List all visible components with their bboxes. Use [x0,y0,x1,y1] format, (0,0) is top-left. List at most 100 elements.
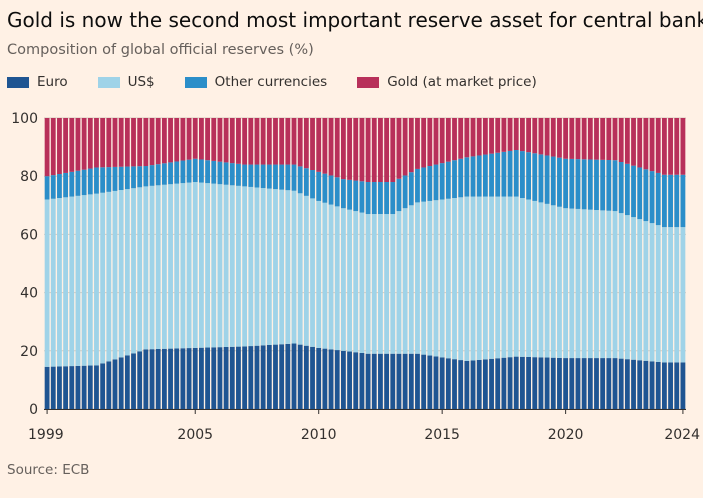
bar-gold-22 [180,118,186,161]
bar-euro-58 [402,353,408,409]
bar-other-45 [322,173,328,203]
bar-gold-7 [87,118,93,169]
bar-other-15 [137,166,143,188]
bar-euro-12 [118,357,124,409]
bar-other-50 [353,180,359,212]
bar-gold-42 [303,118,309,169]
source-note: Source: ECB [7,462,90,478]
bar-usd-8 [94,193,99,366]
bar-usd-81 [544,203,550,358]
bar-euro-83 [557,357,562,409]
bar-usd-61 [421,201,427,355]
bar-euro-43 [310,346,315,409]
bar-other-31 [236,163,241,186]
bar-usd-86 [575,208,581,359]
bar-other-64 [439,163,445,200]
bar-euro-35 [260,345,266,409]
bar-gold-39 [285,118,291,165]
bar-gold-59 [408,118,414,173]
bar-gold-86 [575,118,581,160]
bars [44,118,686,409]
bar-euro-47 [334,350,340,409]
bar-usd-96 [637,219,643,361]
bar-other-49 [347,179,352,210]
x-tick-label-2015: 2015 [424,427,460,443]
bar-usd-46 [328,204,334,350]
bar-other-98 [649,171,655,224]
bar-gold-73 [495,118,501,153]
bar-euro-26 [205,347,210,409]
bar-usd-11 [112,190,118,360]
bar-gold-17 [149,118,155,166]
bar-other-25 [199,159,204,183]
bar-gold-74 [501,118,507,152]
bar-usd-18 [155,185,161,349]
x-tick-label-1999: 1999 [28,427,64,443]
bar-other-36 [266,164,272,189]
bar-euro-61 [421,354,427,409]
bar-usd-37 [273,189,278,345]
bar-other-69 [470,156,476,197]
bar-other-61 [421,167,427,202]
bar-gold-9 [100,118,106,168]
bar-gold-79 [532,118,538,154]
bar-euro-101 [668,362,673,409]
bar-other-62 [427,166,433,201]
bar-euro-96 [637,360,643,409]
bar-usd-2 [57,198,62,367]
bar-euro-21 [174,348,180,409]
bar-other-55 [384,182,390,215]
bar-gold-81 [544,118,550,156]
bar-other-32 [242,164,248,187]
bar-usd-51 [359,212,365,353]
bar-other-99 [655,172,661,226]
bar-gold-43 [310,118,315,171]
bar-other-12 [118,166,124,191]
bar-other-82 [550,156,556,206]
bar-other-97 [643,169,649,222]
bar-other-18 [155,164,161,186]
bar-usd-55 [384,214,390,354]
bar-other-53 [371,182,377,215]
bar-usd-88 [587,209,593,359]
bar-other-29 [223,162,229,185]
bar-usd-62 [427,200,433,356]
bar-other-79 [532,153,538,201]
chart-title: Gold is now the second most important re… [7,8,703,32]
bar-usd-77 [520,198,525,357]
bar-other-28 [217,161,223,185]
y-tick-label-40: 40 [20,286,38,302]
bar-usd-73 [495,196,501,359]
bar-usd-85 [569,208,575,359]
bar-euro-29 [223,346,229,409]
bar-usd-35 [260,188,266,346]
bar-other-92 [612,160,618,212]
bar-gold-84 [563,118,569,159]
bar-gold-56 [390,118,396,183]
bar-other-33 [248,164,254,187]
legend-label-euro: Euro [37,74,68,90]
bar-usd-29 [223,184,229,347]
bar-gold-46 [328,118,334,176]
bar-usd-34 [254,187,260,346]
bar-usd-13 [124,189,130,356]
bar-euro-22 [180,348,186,409]
bar-euro-7 [87,365,93,409]
bar-other-22 [180,160,186,184]
bar-other-100 [661,174,667,228]
bar-usd-52 [365,214,371,354]
bar-usd-0 [44,199,50,367]
bar-gold-100 [661,118,667,175]
bar-other-34 [254,164,260,188]
bar-euro-68 [464,360,470,409]
bar-other-90 [600,159,606,211]
bar-gold-1 [50,118,56,176]
bar-usd-40 [291,190,297,344]
bar-usd-23 [186,182,192,349]
bar-other-80 [538,154,544,203]
bar-gold-89 [594,118,599,160]
bar-usd-98 [649,223,655,362]
bar-other-56 [390,182,396,215]
bar-euro-17 [149,349,155,409]
